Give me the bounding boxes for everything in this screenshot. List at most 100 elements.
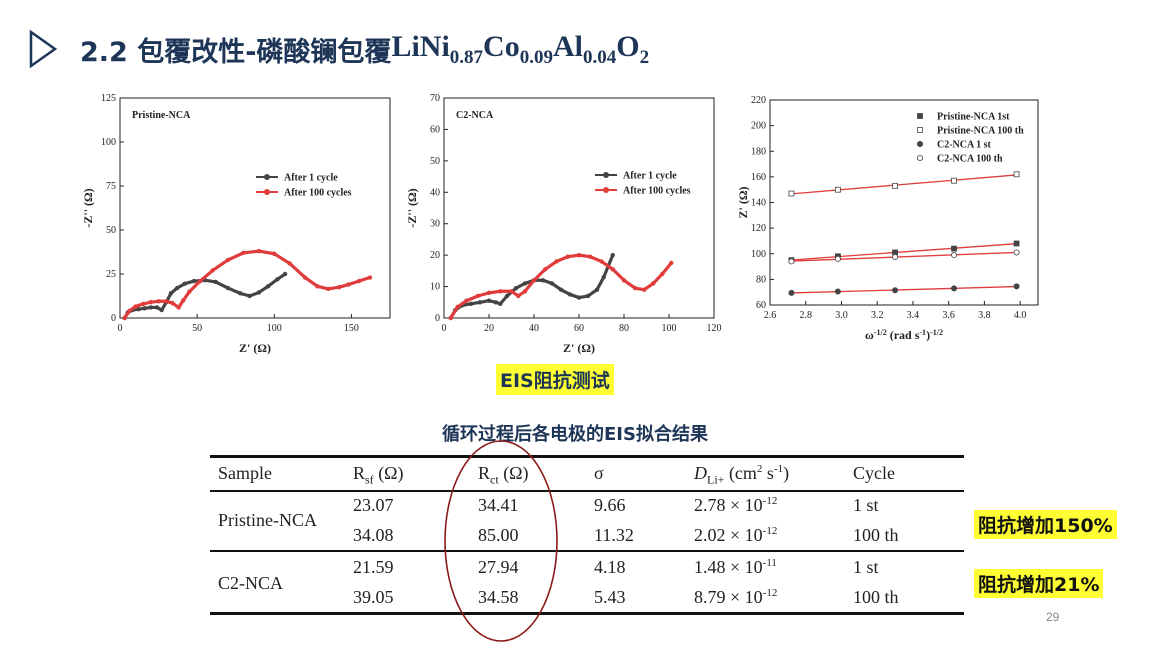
data-point [136,307,141,312]
legend-label: After 1 cycle [284,173,338,184]
series-line [449,253,673,320]
data-point [168,291,174,296]
cell-cycle: 100 th [853,525,899,545]
data-point [951,177,957,184]
cell-sigma: 11.32 [594,525,634,545]
legend-marker [603,172,609,178]
badge-increase-21: 阻抗增加21% [974,569,1104,598]
data-point [148,305,154,310]
data-point [336,285,342,290]
data-point [621,278,627,283]
data-point [660,271,665,277]
slide-title: 2.2 包覆改性-磷酸镧包覆 LiNi0.87Co0.09Al0.04O2 [28,24,649,74]
header-rsf: Rsf (Ω) [353,463,404,487]
y-tick-label: 40 [430,187,440,198]
data-point [834,288,841,295]
data-point [367,275,373,280]
data-point [610,252,615,258]
table-top-rule [210,455,964,458]
cell-sigma: 5.43 [594,587,626,607]
badge-increase-150: 阻抗增加150% [974,510,1117,539]
data-point [182,281,187,286]
cell-rct: 34.58 [478,587,519,607]
data-point [516,293,521,299]
data-point [315,284,320,289]
play-triangle-icon [29,29,58,69]
data-point [164,299,169,304]
data-point [599,259,604,264]
cell-sigma: 4.18 [594,557,626,577]
x-label-superscript: -1/2 [930,328,943,337]
x-tick-label: 20 [484,323,494,334]
series-line [123,272,287,320]
legend-marker [916,155,923,162]
rct-highlight-ellipse [444,440,558,642]
data-point [498,289,503,294]
data-point [834,255,841,262]
title-prefix: 2.2 包覆改性-磷酸镧包覆 [80,36,392,68]
formula-subscript: 0.09 [519,46,553,68]
cell-rct: 85.00 [478,525,519,545]
data-point [576,252,582,258]
y-tick-label: 160 [751,172,766,183]
page-number: 29 [1046,610,1060,624]
cell-rsf: 23.07 [353,495,394,515]
chart-title: Pristine-NCA [132,110,191,121]
header-dli: DLi+ (cm2 s-1) [694,463,790,487]
legend-marker [264,189,270,195]
x-tick-label: 150 [344,323,359,334]
x-label-text: (rad s [887,328,920,342]
table-group-rule [210,550,964,552]
legend-marker [917,127,923,133]
x-label-text: ) [926,328,930,342]
data-point [148,299,154,305]
data-point [256,248,262,254]
data-point [448,315,453,321]
data-point [669,260,674,266]
formula-subscript: 0.04 [582,46,617,68]
data-point [486,298,492,303]
legend-marker [916,141,923,148]
data-point [588,254,593,259]
data-point [498,301,503,307]
data-point [198,278,203,284]
y-tick-label: 0 [435,313,440,324]
y-tick-label: 220 [751,95,766,106]
data-point [540,278,546,283]
x-tick-label: 0 [118,323,123,334]
y-tick-label: 80 [756,274,766,285]
data-point [522,281,528,286]
y-tick-label: 75 [106,181,116,192]
fit-line [791,174,1017,195]
data-point [187,289,192,294]
fit-line [791,243,1017,261]
data-point [127,308,132,314]
cell-dli: 8.79 × 10-12 [694,587,778,607]
formula-element: Al [552,29,583,63]
data-point [892,287,899,294]
header-cycle: Cycle [853,463,895,483]
y-tick-label: 20 [430,250,440,261]
x-tick-label: 2.8 [799,310,812,321]
cell-dli: 1.48 × 10-11 [694,557,777,577]
data-point [788,289,795,296]
x-tick-label: 0 [442,323,447,334]
data-point [275,277,280,282]
data-point [576,295,582,300]
y-tick-label: 30 [430,219,440,230]
y-tick-label: 125 [101,93,116,104]
y-tick-label: 60 [430,124,440,135]
data-point [486,290,492,296]
group-sample-c2: C2-NCA [218,573,284,593]
data-point [549,281,555,286]
cell-rct: 27.94 [478,557,519,577]
data-point [256,290,262,295]
data-point [493,300,498,305]
cell-rsf: 21.59 [353,557,394,577]
header-sigma: σ [594,463,604,483]
data-point [225,257,231,263]
y-tick-label: 100 [751,249,766,260]
data-point [642,287,647,292]
x-label-superscript: -1 [919,328,926,337]
y-tick-label: 0 [111,313,116,324]
